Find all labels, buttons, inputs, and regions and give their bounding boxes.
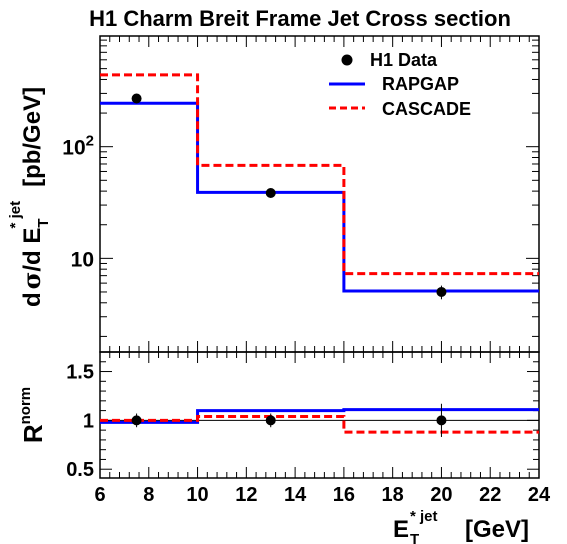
x-axis-label-unit: [GeV]	[465, 516, 529, 543]
bottom-axis-ticks: 6 8 10 12 14 16 18 20 22 24 0.5 1 1.5	[66, 351, 551, 506]
top-y-tick-label: 10	[71, 248, 94, 271]
x-tick-label: 24	[528, 484, 551, 506]
x-tick-label: 20	[430, 484, 452, 506]
x-axis-label-sub: T	[410, 531, 419, 544]
ratio-cascade-histogram	[100, 414, 539, 434]
legend-label-rapgap: RAPGAP	[382, 74, 459, 94]
top-h1-data-point	[265, 187, 276, 198]
bottom-y-axis-label: Rnorm	[17, 387, 48, 443]
bottom-plot-area	[100, 403, 539, 437]
top-y-axis-label-text: dσ/d ET* jet[pb/GeV]	[7, 87, 52, 307]
legend-marker-h1-data	[341, 54, 353, 66]
bottom-y-tick-label: 1.5	[66, 362, 94, 384]
x-tick-label: 14	[284, 484, 307, 506]
ratio-h1-data-point	[436, 415, 447, 426]
legend-label-h1-data: H1 Data	[370, 50, 438, 70]
x-tick-label: 16	[333, 484, 355, 506]
ratio-h1-data-point	[265, 415, 276, 426]
x-tick-label: 12	[235, 484, 257, 506]
bottom-plot-frame	[99, 351, 540, 479]
top-y-axis-label: dσ/d ET* jet[pb/GeV]	[7, 87, 52, 307]
x-tick-label: 22	[479, 484, 501, 506]
bottom-y-axis-label-text: Rnorm	[17, 387, 48, 443]
chart-title: H1 Charm Breit Frame Jet Cross section	[89, 6, 511, 31]
x-tick-label: 10	[186, 484, 208, 506]
x-tick-label: 8	[143, 484, 154, 506]
bottom-y-tick-label: 0.5	[66, 459, 94, 481]
top-y-tick-label: 102	[62, 133, 94, 160]
x-tick-label: 18	[382, 484, 404, 506]
top-h1-data-point	[131, 93, 142, 104]
x-axis-label: E T * jet [GeV]	[393, 508, 529, 544]
top-panel: 10 102 H1 Data RAPGAP CASCADE dσ/d ET* je…	[7, 35, 540, 353]
bottom-y-tick-label: 1	[83, 410, 94, 432]
top-axis-ticks: 10 102	[62, 36, 540, 352]
x-axis-label-main: E	[393, 516, 409, 543]
legend-label-cascade: CASCADE	[382, 99, 471, 119]
x-axis-label-sup: * jet	[410, 508, 438, 525]
bottom-panel: 6 8 10 12 14 16 18 20 22 24 0.5 1 1.5 Rnorm E T * je…	[17, 351, 551, 544]
top-plot-frame	[99, 35, 540, 353]
legend: H1 Data RAPGAP CASCADE	[329, 50, 471, 119]
top-h1-data-point	[436, 286, 447, 297]
top-cascade-histogram	[100, 73, 539, 276]
top-rapgap-histogram	[100, 101, 539, 293]
x-tick-label: 6	[94, 484, 105, 506]
ratio-h1-data-point	[131, 415, 142, 426]
ratio-rapgap-histogram	[100, 408, 539, 424]
top-plot-area	[100, 73, 539, 300]
